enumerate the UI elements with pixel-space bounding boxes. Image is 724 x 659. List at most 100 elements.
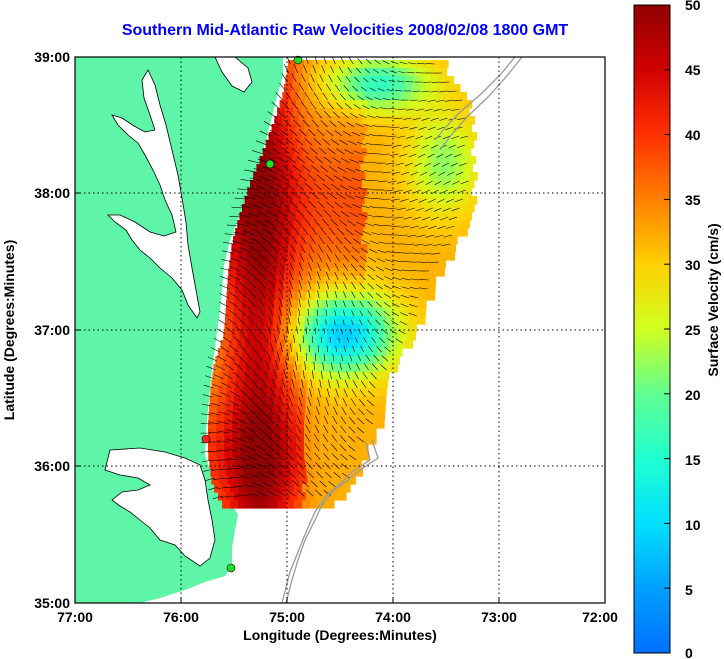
velocity-cell (321, 396, 331, 405)
velocity-cell (278, 500, 287, 509)
velocity-cell (285, 220, 294, 229)
velocity-cell (248, 316, 258, 325)
velocity-vector (283, 64, 290, 74)
velocity-cell (287, 332, 296, 341)
velocity-cell (464, 164, 473, 173)
velocity-cell (305, 460, 314, 469)
velocity-vector (347, 140, 357, 146)
velocity-cell (384, 316, 394, 325)
velocity-vector (275, 452, 285, 461)
velocity-cell (369, 140, 379, 149)
velocity-vector (383, 302, 391, 308)
velocity-cell (297, 404, 306, 413)
velocity-vector (218, 310, 229, 317)
velocity-cell (224, 420, 233, 429)
velocity-vector (325, 174, 334, 182)
velocity-vector (226, 438, 239, 443)
velocity-vector (384, 346, 391, 353)
velocity-cell (440, 164, 449, 173)
velocity-cell (263, 188, 272, 197)
velocity-cell (340, 340, 350, 349)
velocity-cell (375, 332, 384, 341)
velocity-cell (300, 268, 309, 277)
velocity-cell (300, 84, 309, 93)
velocity-vector (287, 209, 296, 218)
velocity-vector (330, 65, 335, 74)
velocity-vector (367, 283, 374, 290)
velocity-vector (226, 448, 239, 452)
velocity-vector (409, 99, 418, 102)
velocity-cell (408, 60, 417, 69)
velocity-cell (446, 148, 456, 157)
velocity-vector (334, 300, 337, 308)
velocity-cell (268, 340, 278, 349)
velocity-vector (336, 75, 342, 83)
velocity-vector (335, 345, 337, 353)
velocity-cell (258, 492, 267, 501)
velocity-vector (387, 242, 397, 245)
velocity-vector (375, 116, 385, 119)
velocity-cell (216, 412, 226, 421)
velocity-vector (233, 231, 246, 236)
velocity-cell (240, 436, 249, 445)
velocity-cell (447, 100, 457, 109)
velocity-vector (301, 378, 304, 389)
velocity-vector (344, 379, 349, 389)
velocity-vector (326, 388, 330, 398)
velocity-vector (412, 144, 420, 149)
velocity-cell (306, 92, 315, 101)
velocity-cell (445, 108, 454, 117)
velocity-cell (255, 212, 265, 221)
velocity-cell (373, 108, 382, 117)
velocity-cell (328, 436, 337, 445)
velocity-vector (285, 183, 295, 191)
velocity-cell (224, 316, 234, 325)
velocity-vector (293, 119, 301, 128)
velocity-vector (327, 147, 336, 155)
velocity-vector (418, 99, 427, 102)
velocity-vector (380, 153, 390, 155)
velocity-vector (289, 343, 292, 353)
velocity-vector (376, 215, 386, 218)
velocity-cell (305, 396, 315, 405)
velocity-vector (325, 397, 330, 407)
velocity-vector (343, 300, 346, 308)
velocity-cell (222, 500, 231, 509)
velocity-vector (244, 361, 252, 371)
velocity-cell (407, 100, 417, 109)
velocity-cell (391, 212, 401, 221)
velocity-cell (367, 212, 377, 221)
velocity-vector (322, 434, 329, 443)
velocity-cell (370, 116, 379, 125)
velocity-cell (312, 420, 321, 429)
velocity-vector (400, 303, 409, 308)
velocity-cell (433, 140, 443, 149)
velocity-cell (376, 324, 385, 333)
velocity-cell (249, 308, 259, 317)
velocity-cell (405, 76, 414, 85)
velocity-cell (415, 188, 424, 197)
velocity-cell (424, 60, 433, 69)
velocity-cell (239, 212, 249, 221)
velocity-cell (302, 148, 312, 157)
velocity-cell (324, 84, 333, 93)
velocity-vector (209, 412, 221, 416)
velocity-cell (250, 388, 259, 397)
velocity-vector (385, 259, 395, 263)
velocity-cell (456, 164, 465, 173)
velocity-cell (437, 76, 446, 85)
velocity-cell (244, 340, 254, 349)
velocity-cell (280, 316, 290, 325)
velocity-cell (361, 140, 371, 149)
velocity-cell (362, 92, 371, 101)
velocity-cell (274, 300, 283, 309)
velocity-vector (446, 225, 455, 229)
velocity-cell (365, 172, 374, 181)
velocity-cell (296, 60, 305, 69)
velocity-vector (268, 471, 278, 479)
velocity-vector (347, 445, 356, 452)
velocity-vector (355, 67, 362, 74)
velocity-vector (286, 414, 293, 425)
velocity-vector (380, 364, 387, 371)
velocity-cell (291, 276, 301, 285)
